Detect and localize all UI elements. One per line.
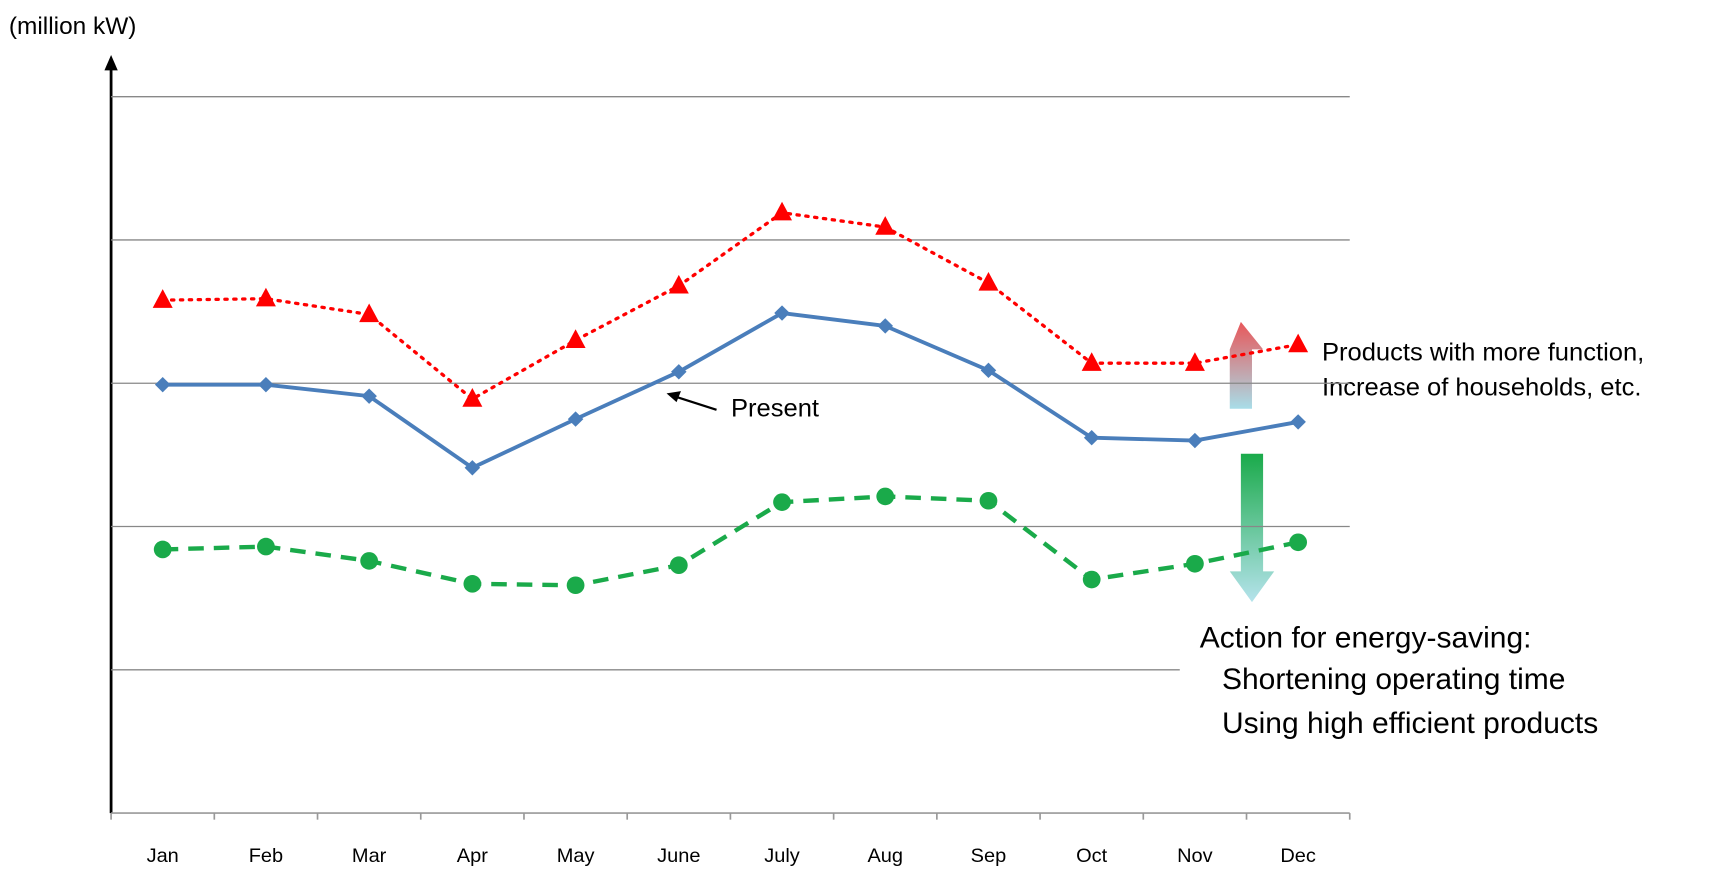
pointer-arrow (671, 394, 717, 411)
x-tick-label: Apr (457, 845, 488, 867)
x-tick-label: May (557, 845, 595, 867)
marker (876, 487, 895, 506)
marker (565, 329, 586, 348)
marker (668, 274, 689, 294)
decrease-arrow (1229, 453, 1275, 603)
marker (1290, 414, 1306, 430)
marker (978, 271, 999, 291)
marker (1187, 432, 1203, 449)
y-axis-label: (million kW) (9, 13, 137, 40)
marker (772, 201, 793, 221)
marker (1184, 352, 1205, 371)
series-line (162, 494, 1299, 588)
marker (773, 493, 791, 511)
marker (774, 305, 790, 321)
marker (359, 303, 380, 323)
marker (877, 318, 894, 334)
series-line (161, 211, 1300, 401)
annotation: Action for energy-saving: (1200, 621, 1532, 654)
x-tick-label: Aug (867, 845, 903, 867)
marker (361, 388, 377, 404)
marker (1186, 554, 1204, 573)
marker (567, 411, 584, 427)
marker (1289, 533, 1308, 552)
annotation: Increase of households, etc. (1322, 374, 1642, 402)
marker (979, 491, 998, 510)
series-annotation: Present (731, 395, 819, 423)
marker (463, 575, 482, 593)
annotation: Using high efficient products (1222, 707, 1598, 740)
marker (566, 576, 585, 595)
x-tick-label: July (764, 845, 800, 867)
marker (360, 552, 379, 570)
marker (255, 287, 276, 307)
annotation: Shortening operating time (1222, 663, 1565, 696)
x-tick-label: Dec (1280, 845, 1316, 867)
marker (671, 364, 687, 380)
marker (154, 376, 171, 393)
x-tick-label: Oct (1076, 845, 1108, 867)
marker (1083, 429, 1100, 446)
marker (258, 376, 274, 393)
x-tick-label: Jan (147, 845, 179, 867)
marker (152, 289, 173, 308)
marker (257, 537, 275, 556)
y-axis-arrow (104, 54, 118, 71)
marker (669, 556, 688, 574)
x-tick-label: June (657, 845, 700, 867)
marker (462, 388, 483, 407)
x-tick-label: Nov (1177, 845, 1213, 867)
annotation: Products with more function, (1322, 339, 1644, 367)
marker (875, 216, 896, 235)
marker (464, 460, 481, 476)
marker (1081, 352, 1102, 371)
marker (1082, 570, 1101, 589)
marker (153, 540, 172, 559)
series-line (160, 311, 1301, 470)
x-tick-label: Feb (249, 845, 283, 867)
increase-arrow (1229, 321, 1264, 409)
marker (1288, 333, 1309, 353)
x-tick-label: Sep (971, 845, 1007, 867)
pointer-arrow-head (666, 391, 681, 403)
x-tick-label: Mar (352, 845, 387, 867)
